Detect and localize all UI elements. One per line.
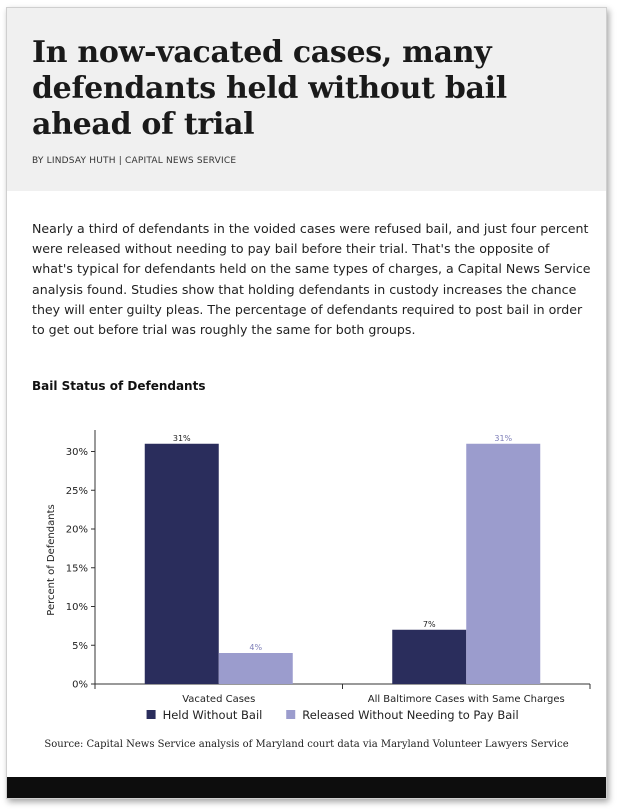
bar xyxy=(218,653,293,684)
bar xyxy=(144,443,219,684)
y-tick-label: 20% xyxy=(66,525,88,536)
source-note: Source: Capital News Service analysis of… xyxy=(44,739,569,750)
legend-label: Released Without Needing to Pay Bail xyxy=(302,708,518,722)
byline: BY LINDSAY HUTH | CAPITAL NEWS SERVICE xyxy=(32,156,237,166)
bar-value-label: 31% xyxy=(173,434,191,443)
x-category-label: All Baltimore Cases with Same Charges xyxy=(368,694,565,705)
bar xyxy=(466,443,541,684)
bar-value-label: 7% xyxy=(423,620,436,629)
header-panel: In now-vacated cases, many defendants he… xyxy=(7,8,606,191)
y-tick-label: 5% xyxy=(72,641,88,652)
headline: In now-vacated cases, many defendants he… xyxy=(32,35,507,142)
y-tick-label: 10% xyxy=(66,602,88,613)
bar xyxy=(392,629,467,684)
y-tick-label: 25% xyxy=(66,486,88,497)
legend-label: Held Without Bail xyxy=(163,708,263,722)
intro-paragraph: Nearly a third of defendants in the void… xyxy=(32,221,591,338)
bar-value-label: 4% xyxy=(249,643,262,652)
chart-title: Bail Status of Defendants xyxy=(32,379,206,393)
y-axis-title: Percent of Defendants xyxy=(46,504,57,615)
legend-swatch xyxy=(286,710,296,719)
y-tick-label: 0% xyxy=(72,680,88,691)
footer-bar xyxy=(7,777,606,798)
y-tick-label: 15% xyxy=(66,563,88,574)
legend-swatch xyxy=(146,710,156,719)
x-category-label: Vacated Cases xyxy=(182,694,255,705)
bar-value-label: 31% xyxy=(494,434,512,443)
article-card: In now-vacated cases, many defendants he… xyxy=(6,7,607,799)
bar-chart: 0% 5% 10% 15% 20% 25% 30% Percent of Defendants… xyxy=(46,430,591,722)
y-tick-label: 30% xyxy=(66,447,88,458)
